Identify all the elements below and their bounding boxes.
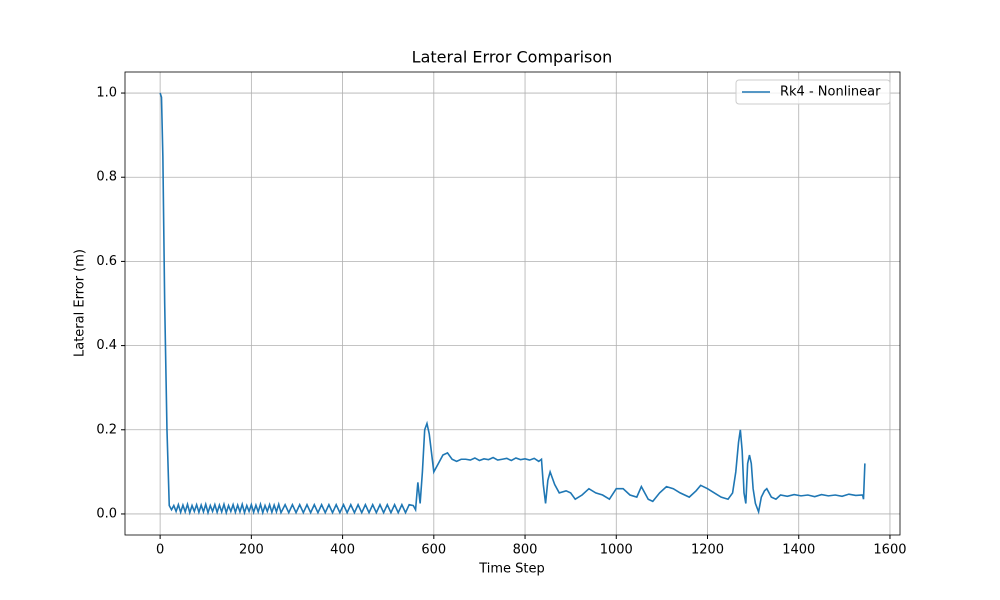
x-axis-label: Time Step: [478, 562, 545, 577]
x-tick-label: 1200: [691, 543, 724, 558]
data-line: [159, 92, 866, 516]
x-tick-label: 800: [513, 543, 538, 558]
y-tick-label: 0.2: [96, 422, 117, 437]
legend-label: Rk4 - Nonlinear: [780, 85, 881, 100]
y-tick-label: 0.0: [96, 506, 117, 521]
y-tick-label: 1.0: [96, 86, 117, 101]
x-tick-label: 1000: [600, 543, 633, 558]
axes-frame: [124, 71, 901, 536]
y-tick-label: 0.4: [96, 338, 117, 353]
x-tick-label: 400: [330, 543, 355, 558]
legend-box: [735, 79, 891, 105]
x-tick-label: 600: [421, 543, 446, 558]
y-tick-label: 0.8: [96, 170, 117, 185]
chart-title: Lateral Error Comparison: [412, 48, 613, 67]
x-tick-label: 1400: [782, 543, 815, 558]
x-tick-label: 0: [156, 543, 164, 558]
x-tick-label: 200: [239, 543, 264, 558]
y-tick-label: 0.6: [96, 254, 117, 269]
x-tick-label: 1600: [873, 543, 906, 558]
y-axis-label: Lateral Error (m): [73, 249, 88, 357]
